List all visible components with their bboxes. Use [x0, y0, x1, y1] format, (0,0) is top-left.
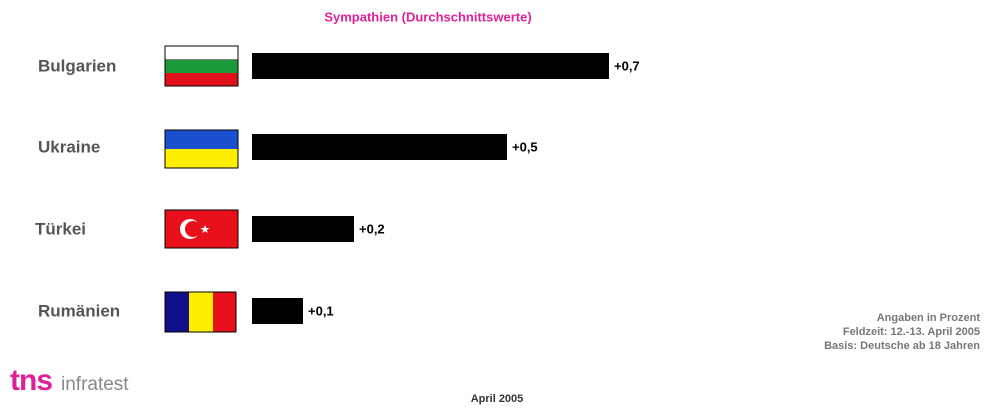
flag-ukraine: [164, 129, 239, 169]
value-label: +0,7: [614, 58, 640, 73]
value-label: +0,1: [308, 303, 334, 318]
flag-turkey: [164, 209, 239, 249]
bar: [252, 134, 507, 160]
logo: tns infratest: [10, 364, 129, 397]
note: Feldzeit: 12.-13. April 2005: [843, 326, 980, 338]
bar: [252, 53, 609, 79]
value-label: +0,2: [359, 221, 385, 236]
note: Basis: Deutsche ab 18 Jahren: [824, 340, 980, 352]
category-label: Ukraine: [38, 137, 100, 156]
logo-infratest: infratest: [61, 374, 129, 395]
chart-title: Sympathien (Durchschnittswerte): [324, 9, 531, 24]
flag-romania: [164, 291, 237, 333]
value-label: +0,5: [512, 139, 538, 154]
bar: [252, 298, 303, 324]
flag-bulgaria: [164, 45, 239, 87]
category-label: Rumänien: [38, 301, 120, 320]
note: Angaben in Prozent: [877, 312, 981, 324]
category-label: Türkei: [35, 219, 86, 238]
bar: [252, 216, 354, 242]
logo-tns: tns: [10, 364, 52, 397]
category-label: Bulgarien: [38, 56, 116, 75]
date: April 2005: [471, 393, 524, 405]
